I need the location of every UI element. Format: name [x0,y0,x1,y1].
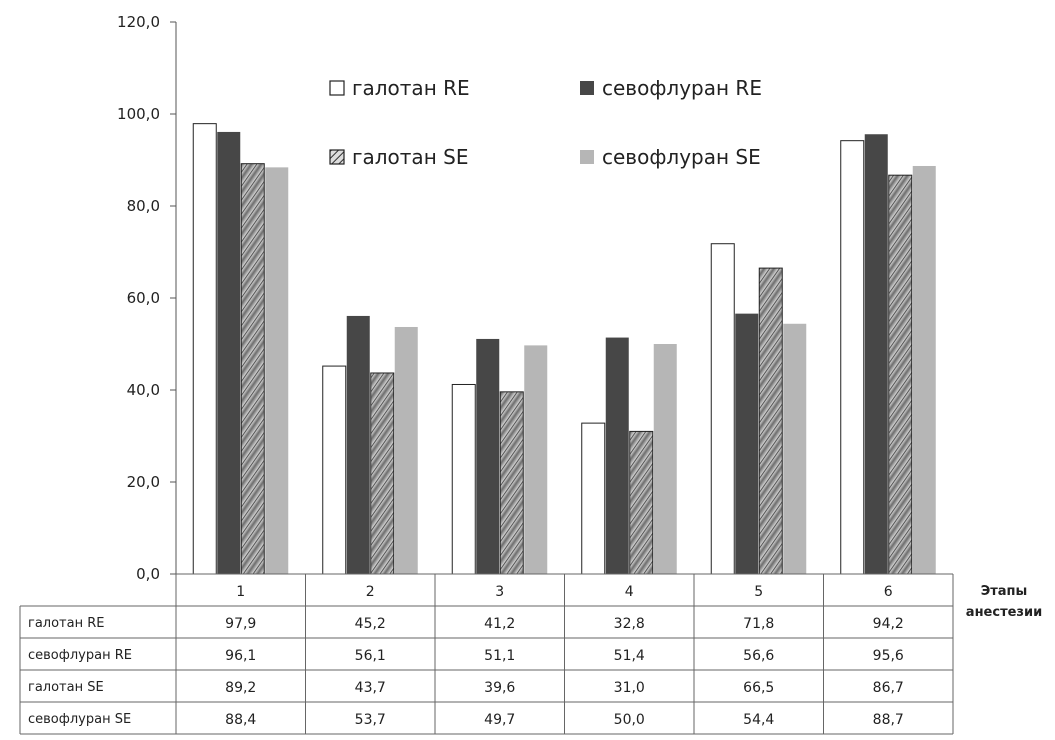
table-row-label: севофлуран RE [28,648,132,663]
data-label: 43,7 [355,680,386,696]
table-row-label: севофлуран SE [28,712,131,727]
bar [735,313,759,574]
data-label: 39,6 [484,680,515,696]
x-tick-label: 4 [625,584,634,600]
legend-label: галотан RE [352,76,470,100]
bar [864,134,888,575]
bar [629,430,654,575]
bars [192,123,936,575]
legend-label: севофлуран SE [602,145,761,169]
bar [240,163,265,575]
data-table: 1 2 3 4 5 6 галотан RE 97,9 45,2 41,2 32,8 71,8 94,2… [19,573,954,735]
bar [394,326,418,574]
x-axis-label: Этапы [981,584,1028,599]
x-tick-label: 5 [754,584,763,600]
x-axis-label: анестезии [966,605,1042,620]
y-tick-label: 20,0 [127,473,160,491]
data-label: 31,0 [614,680,645,696]
bar [524,345,548,574]
bar [710,243,735,575]
y-tick-label: 80,0 [127,197,160,215]
data-label: 97,9 [225,616,256,632]
bar [758,267,783,575]
bar [346,315,370,574]
legend-label: севофлуран RE [602,76,762,100]
data-label: 88,4 [225,712,256,728]
data-label: 53,7 [355,712,386,728]
y-tick-label: 40,0 [127,381,160,399]
data-label: 32,8 [614,616,645,632]
y-tick-label: 0,0 [136,565,160,583]
bar [840,140,865,575]
data-label: 56,6 [743,648,774,664]
axes: 0,0 20,0 40,0 60,0 80,0 100,0 120,0 Этапы анесте… [117,13,1042,620]
bar [605,337,629,574]
data-label: 50,0 [614,712,645,728]
legend: галотан RE севофлуран RE галотан SE севофлу… [329,76,762,169]
data-label: 66,5 [743,680,774,696]
bar [476,338,500,574]
data-label: 51,1 [484,648,515,664]
x-tick-label: 6 [884,584,893,600]
table-row-label: галотан SE [28,680,104,695]
data-label: 51,4 [614,648,645,664]
legend-swatch [329,80,345,96]
x-tick-label: 2 [366,584,375,600]
table-row-label: галотан RE [28,616,104,631]
legend-swatch [329,149,345,165]
y-tick-label: 100,0 [117,105,160,123]
data-label: 56,1 [355,648,386,664]
bar [265,167,289,575]
legend-swatch [580,81,594,95]
data-label: 45,2 [355,616,386,632]
bar [653,344,677,574]
bar [581,422,606,575]
data-label: 54,4 [743,712,774,728]
x-tick-label: 1 [236,584,245,600]
data-label: 89,2 [225,680,256,696]
bar [783,323,807,574]
data-label: 88,7 [873,712,904,728]
bar [217,131,241,574]
data-label: 94,2 [873,616,904,632]
bar [451,383,476,575]
bar [499,391,524,575]
y-tick-label: 60,0 [127,289,160,307]
data-label: 41,2 [484,616,515,632]
x-tick-label: 3 [495,584,504,600]
data-label: 71,8 [743,616,774,632]
legend-swatch [580,150,594,164]
y-tick-label: 120,0 [117,13,160,31]
data-label: 86,7 [873,680,904,696]
bar [370,372,395,575]
bar [888,174,913,575]
bar [912,165,936,575]
legend-label: галотан SE [352,145,468,169]
data-label: 49,7 [484,712,515,728]
data-label: 96,1 [225,648,256,664]
bar [192,123,217,575]
bar [322,365,347,575]
data-label: 95,6 [873,648,904,664]
